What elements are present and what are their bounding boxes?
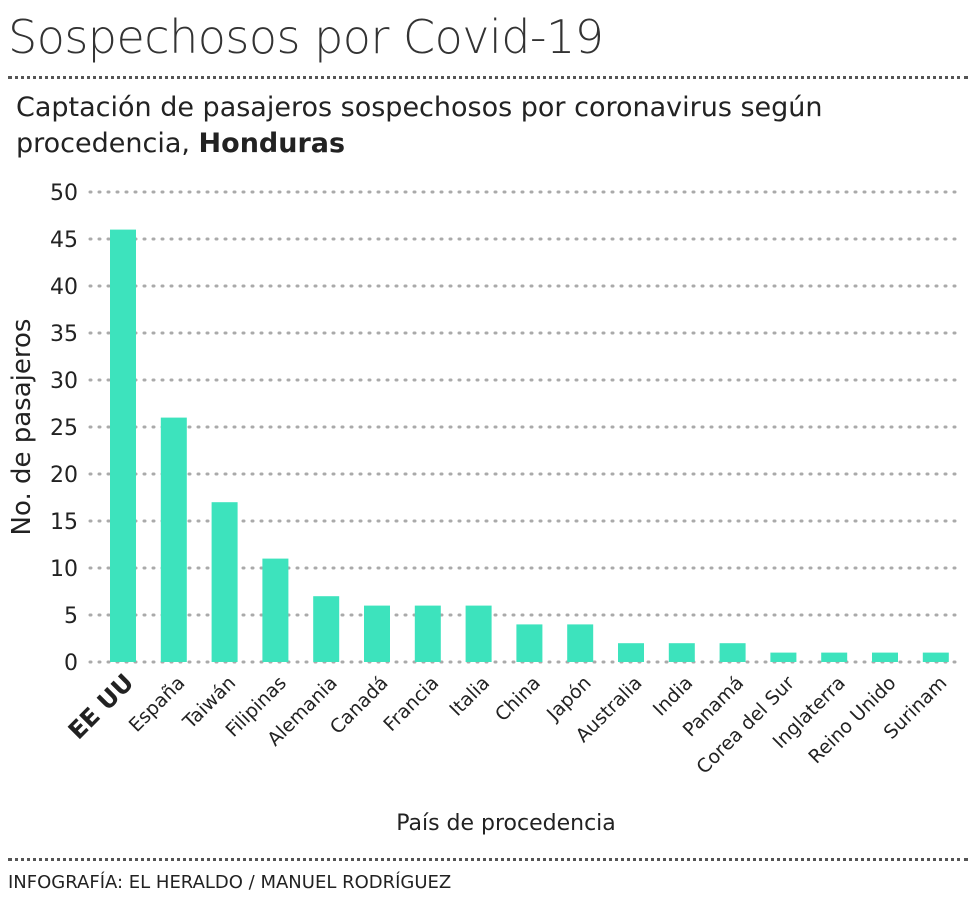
bar <box>770 652 797 662</box>
bar <box>516 624 543 662</box>
x-tick-label: Francia <box>379 672 443 736</box>
y-tick-label: 30 <box>50 369 78 394</box>
bar <box>668 643 695 662</box>
x-axis-label: País de procedencia <box>396 811 616 836</box>
bar <box>262 558 289 662</box>
bar <box>364 605 390 662</box>
divider <box>8 858 968 861</box>
bar <box>211 502 238 662</box>
y-tick-label: 25 <box>50 416 78 441</box>
bar <box>922 652 949 662</box>
y-tick-label: 40 <box>50 275 78 300</box>
bar <box>567 624 594 662</box>
y-tick-label: 10 <box>50 557 78 582</box>
chart-title: Sospechosos por Covid-19 <box>8 10 604 64</box>
x-tick-label: EE UU <box>63 668 139 744</box>
y-tick-label: 0 <box>64 651 78 676</box>
x-tick-label: España <box>125 672 190 737</box>
x-tick-label: Italia <box>445 672 494 721</box>
bar <box>414 605 441 662</box>
y-tick-label: 50 <box>50 181 78 206</box>
y-tick-label: 20 <box>50 463 78 488</box>
subtitle-text: Captación de pasajeros sospechosos por c… <box>16 92 823 159</box>
chart-subtitle: Captación de pasajeros sospechosos por c… <box>16 90 968 162</box>
bar <box>821 652 848 662</box>
credit: INFOGRAFÍA: EL HERALDO / MANUEL RODRÍGUE… <box>8 872 452 893</box>
bar <box>465 605 492 662</box>
y-axis-label: No. de pasajeros <box>7 319 37 536</box>
bar <box>618 643 644 662</box>
bar <box>872 652 898 662</box>
bar <box>313 596 340 662</box>
subtitle-bold: Honduras <box>198 128 346 159</box>
y-tick-label: 15 <box>50 510 78 535</box>
y-tick-label: 45 <box>50 228 78 253</box>
y-tick-label: 5 <box>64 604 78 629</box>
bar <box>110 229 136 662</box>
bar <box>160 417 187 662</box>
divider <box>8 76 968 79</box>
y-tick-label: 35 <box>50 322 78 347</box>
x-tick-label: China <box>491 672 545 726</box>
bar <box>719 643 746 662</box>
